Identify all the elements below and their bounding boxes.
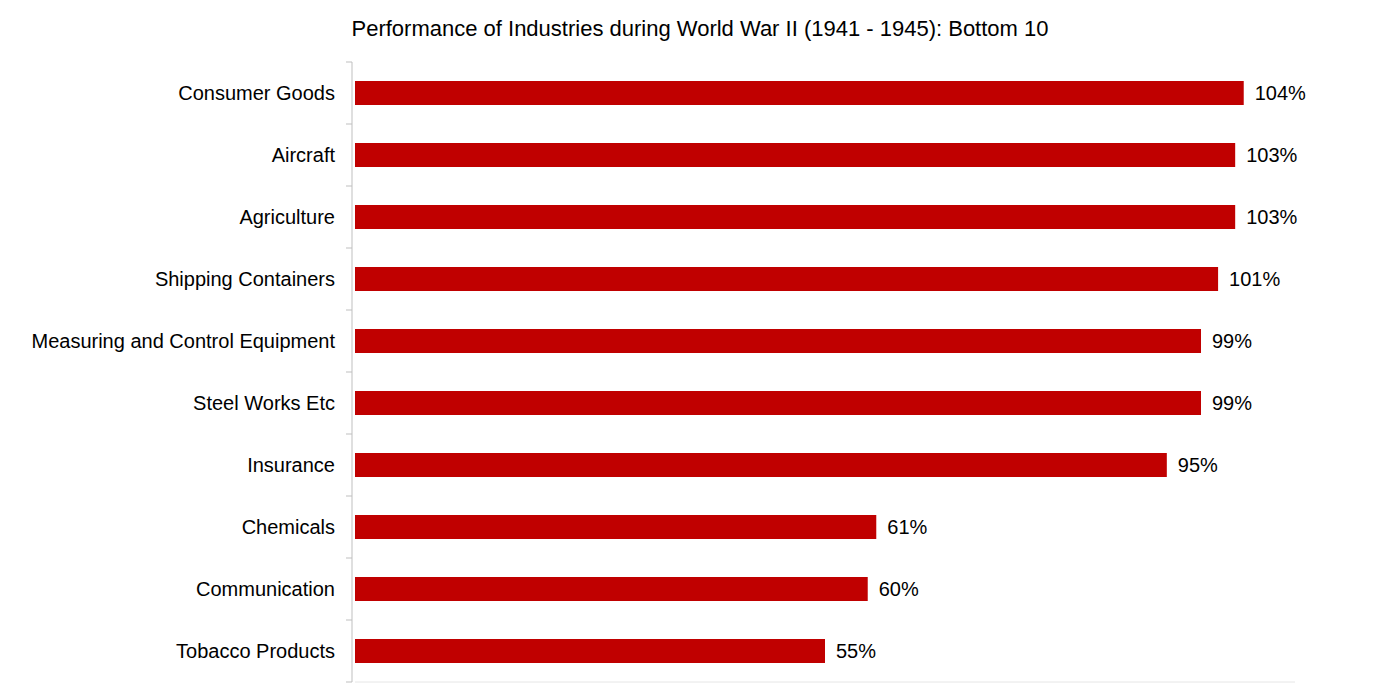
category-tick xyxy=(346,682,352,683)
bar xyxy=(355,143,1235,167)
chart-svg: Performance of Industries during World W… xyxy=(0,0,1400,700)
data-label: 99% xyxy=(1212,392,1252,414)
bars xyxy=(355,81,1244,663)
data-label: 99% xyxy=(1212,330,1252,352)
category-tick xyxy=(346,434,352,435)
category-label: Steel Works Etc xyxy=(193,392,335,414)
data-label: 61% xyxy=(887,516,927,538)
category-label: Chemicals xyxy=(242,516,335,538)
data-label: 55% xyxy=(836,640,876,662)
data-label: 101% xyxy=(1229,268,1280,290)
data-label: 104% xyxy=(1255,82,1306,104)
bar xyxy=(355,329,1201,353)
bar xyxy=(355,205,1235,229)
category-tick xyxy=(346,372,352,373)
category-label: Aircraft xyxy=(272,144,336,166)
category-label: Agriculture xyxy=(239,206,335,228)
category-tick xyxy=(346,62,352,63)
data-label: 60% xyxy=(879,578,919,600)
category-label: Consumer Goods xyxy=(178,82,335,104)
bar xyxy=(355,81,1244,105)
category-tick xyxy=(346,310,352,311)
category-tick xyxy=(346,186,352,187)
category-tick xyxy=(346,496,352,497)
category-tick xyxy=(346,248,352,249)
bar xyxy=(355,267,1218,291)
chart-container: Performance of Industries during World W… xyxy=(0,0,1400,700)
data-label: 103% xyxy=(1246,206,1297,228)
bar xyxy=(355,639,825,663)
bar xyxy=(355,577,868,601)
value-axis-line xyxy=(355,682,1295,683)
category-label: Insurance xyxy=(247,454,335,476)
category-label: Shipping Containers xyxy=(155,268,335,290)
data-label: 103% xyxy=(1246,144,1297,166)
category-tick xyxy=(346,124,352,125)
data-label: 95% xyxy=(1178,454,1218,476)
category-tick xyxy=(346,620,352,621)
category-label: Measuring and Control Equipment xyxy=(31,330,335,352)
bar xyxy=(355,515,876,539)
category-tick xyxy=(346,558,352,559)
bar xyxy=(355,453,1167,477)
bar xyxy=(355,391,1201,415)
category-label: Communication xyxy=(196,578,335,600)
chart-title: Performance of Industries during World W… xyxy=(352,16,1049,41)
category-label: Tobacco Products xyxy=(176,640,335,662)
